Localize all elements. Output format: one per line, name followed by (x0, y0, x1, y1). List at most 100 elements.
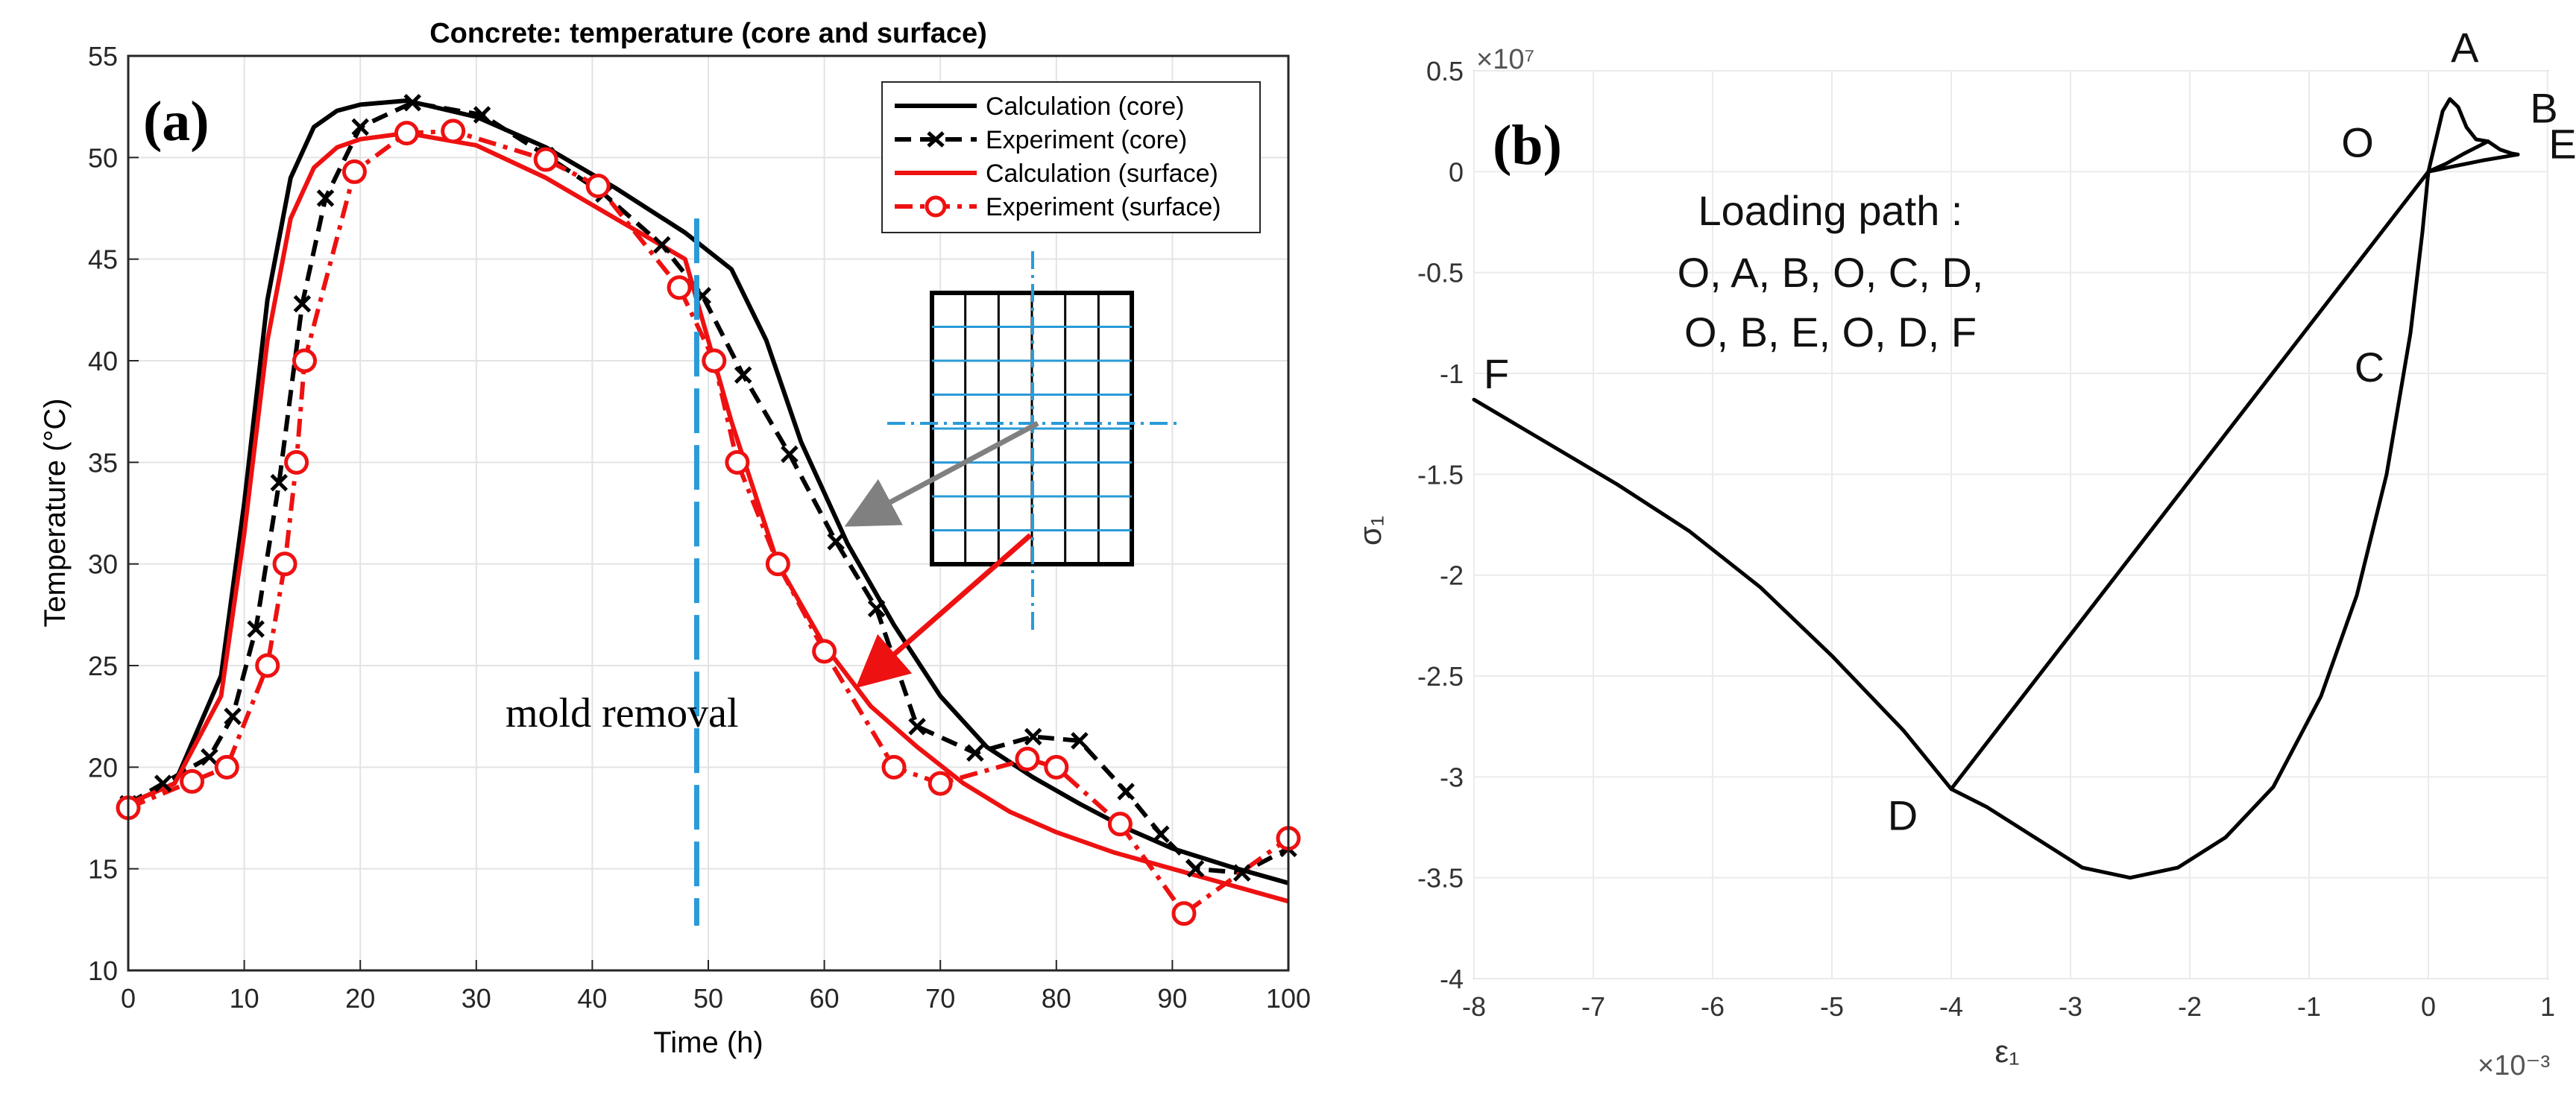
point-label-c: C (2355, 344, 2384, 391)
point-label-d: D (1888, 792, 1918, 839)
data-point-circle-marker (1171, 901, 1197, 926)
panel-b-ticks: -8 -7 -6 -5 -4 -3 -2 -1 0 1 -4 -3.5 -3 -2.5 -2 -1.5 -1 -0… (1417, 56, 2555, 1022)
y-tick-label: -0.5 (1417, 258, 1464, 288)
data-point-circle-marker (533, 147, 558, 172)
y-tick-label: 40 (88, 346, 118, 376)
panel-b-plot-frame (1473, 70, 2548, 979)
stress-strain-curve-o-c-d (1949, 169, 2431, 880)
legend-item: Calculation (surface) (895, 159, 1218, 188)
data-point-circle-marker (255, 653, 280, 678)
y-tick-label: -2 (1440, 560, 1464, 591)
data-point-circle-marker (272, 552, 297, 577)
y-tick-label: -1 (1440, 358, 1464, 389)
y-tick-label: 45 (88, 244, 118, 275)
legend-item: Experiment (core) (895, 126, 1187, 154)
data-point-x-marker (1186, 859, 1205, 878)
data-point-circle-marker (667, 275, 692, 300)
x-tick-label: 1 (2540, 991, 2555, 1022)
marker-stroke (1071, 732, 1089, 750)
x-tick-label: -8 (1462, 991, 1486, 1022)
y-tick-label: -1.5 (1417, 459, 1464, 490)
data-point-x-marker (316, 189, 335, 207)
marker-stroke (966, 744, 984, 762)
data-point-circle-marker (1044, 754, 1069, 780)
data-point-circle-marker (928, 771, 953, 796)
legend-item: Experiment (surface) (895, 193, 1221, 221)
data-point-x-marker (908, 718, 926, 736)
data-point-x-marker (247, 620, 265, 638)
loading-path-line-3: O, B, E, O, D, F (1684, 309, 1977, 356)
y-tick-label: 30 (88, 549, 118, 580)
data-point-x-marker (154, 774, 172, 792)
x-tick-label: 90 (1157, 983, 1187, 1014)
data-point-circle-marker (585, 174, 611, 199)
data-point-circle-marker (214, 754, 239, 780)
data-point-x-marker (1232, 864, 1251, 882)
y-tick-label: -3.5 (1417, 863, 1464, 894)
legend-label: Calculation (core) (986, 92, 1184, 121)
x-tick-label: 20 (345, 983, 375, 1014)
y-tick-label: -3 (1440, 762, 1464, 792)
marker-stroke (867, 599, 886, 618)
point-label-a: A (2451, 24, 2479, 71)
panel-b: -8 -7 -6 -5 -4 -3 -2 -1 0 1 -4 -3.5 -3 -2.5 -2 -1.5 -1 -0… (1352, 24, 2576, 1081)
marker-stroke (908, 718, 926, 736)
x-tick-label: 0 (121, 983, 136, 1014)
data-point-x-marker (403, 93, 421, 112)
data-point-circle-marker (702, 348, 727, 373)
data-point-x-marker (781, 445, 799, 464)
data-point-x-marker (1117, 783, 1135, 800)
x-tick-label: 100 (1266, 983, 1311, 1014)
x-tick-label: -4 (1939, 991, 1963, 1022)
data-point-circle-marker (1015, 746, 1040, 771)
marker-stroke (293, 294, 312, 313)
panel-b-y-multiplier: ×10⁷ (1476, 44, 1534, 75)
data-point-x-marker (351, 118, 369, 136)
data-point-circle-marker (441, 119, 466, 144)
x-tick-label: -1 (2297, 991, 2321, 1022)
panel-b-curves (1472, 97, 2520, 880)
panel-b-point-labels: A BE O C D F (1484, 24, 2576, 839)
x-tick-label: -5 (1820, 991, 1844, 1022)
y-tick-label: -2.5 (1417, 661, 1464, 692)
y-tick-label: 20 (88, 752, 118, 783)
series-line-calculation-surface (127, 130, 1289, 904)
marker-stroke (473, 106, 491, 124)
x-tick-label: 50 (693, 983, 723, 1014)
y-tick-label: 10 (88, 956, 118, 986)
data-point-x-marker (270, 473, 289, 492)
panel-b-xlabel: ε₁ (1995, 1034, 2020, 1069)
point-label-e: E (2548, 120, 2576, 167)
panel-a-title: Concrete: temperature (core and surface) (429, 18, 987, 49)
point-label-o: O (2341, 119, 2374, 165)
x-tick-label: 10 (230, 983, 259, 1014)
core-pointer-arrow (844, 420, 1039, 527)
marker-stroke (224, 707, 242, 725)
legend-marker (927, 131, 945, 148)
y-tick-label: 0 (1449, 157, 1464, 187)
loading-path-line-1: Loading path : (1698, 187, 1963, 234)
loading-path-line-2: O, A, B, O, C, D, (1678, 249, 1984, 296)
legend-label: Calculation (surface) (986, 159, 1218, 188)
series-line-calculation-core (127, 98, 1289, 885)
marker-stroke (351, 118, 369, 136)
panel-a-ticks: 0 10 20 30 40 50 60 70 80 90 100101520253035404550… (88, 41, 1311, 1014)
panel-b-grid (1473, 70, 2548, 979)
x-tick-label: 0 (2421, 991, 2436, 1022)
marker-stroke (781, 445, 799, 464)
panel-a-ylabel: Temperature (°C) (39, 398, 72, 627)
panel-a-markers (116, 93, 1301, 926)
data-point-x-marker (652, 236, 671, 254)
marker-stroke (403, 93, 421, 112)
y-tick-label: -4 (1440, 964, 1464, 994)
panel-b-label: (b) (1493, 114, 1562, 177)
legend-item: Calculation (core) (895, 92, 1184, 121)
y-tick-label: 35 (88, 447, 118, 478)
data-point-x-marker (293, 294, 312, 313)
data-point-x-marker (473, 106, 491, 124)
data-point-x-marker (1024, 727, 1042, 746)
panel-b-x-multiplier: ×10⁻³ (2478, 1050, 2550, 1081)
marker-stroke (652, 236, 671, 254)
legend-marker (925, 195, 947, 218)
